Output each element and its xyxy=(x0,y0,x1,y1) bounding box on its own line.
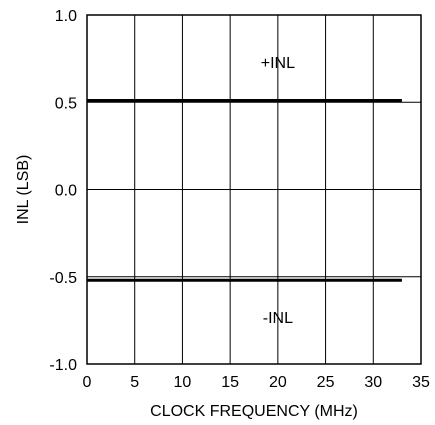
x-axis-title: CLOCK FREQUENCY (MHz) xyxy=(150,403,358,420)
x-tick-label: 25 xyxy=(317,374,335,391)
x-tick-label: 5 xyxy=(130,374,139,391)
y-axis-title: INL (LSB) xyxy=(15,155,32,225)
y-tick-label: 0.0 xyxy=(55,183,77,200)
y-tick-label: 0.5 xyxy=(55,95,77,112)
y-tick-label: -0.5 xyxy=(49,270,77,287)
plot-frame xyxy=(86,14,422,365)
series-lines xyxy=(87,99,402,282)
x-tick-labels: 0 5 10 15 20 25 30 35 xyxy=(83,374,430,391)
x-tick-label: 35 xyxy=(412,374,430,391)
x-tick-label: 10 xyxy=(174,374,192,391)
x-tick-label: 30 xyxy=(364,374,382,391)
annotations: +INL -INL xyxy=(261,55,295,327)
x-tick-label: 20 xyxy=(269,374,287,391)
y-tick-label: -1.0 xyxy=(49,357,77,374)
y-tick-labels: 1.0 0.5 0.0 -0.5 -1.0 xyxy=(49,8,77,374)
series-annotation-label: +INL xyxy=(261,55,295,72)
x-tick-label: 0 xyxy=(83,374,92,391)
series-annotation-label: -INL xyxy=(263,310,293,327)
x-tick-label: 15 xyxy=(221,374,239,391)
grid xyxy=(87,15,421,364)
y-tick-label: 1.0 xyxy=(55,8,77,25)
